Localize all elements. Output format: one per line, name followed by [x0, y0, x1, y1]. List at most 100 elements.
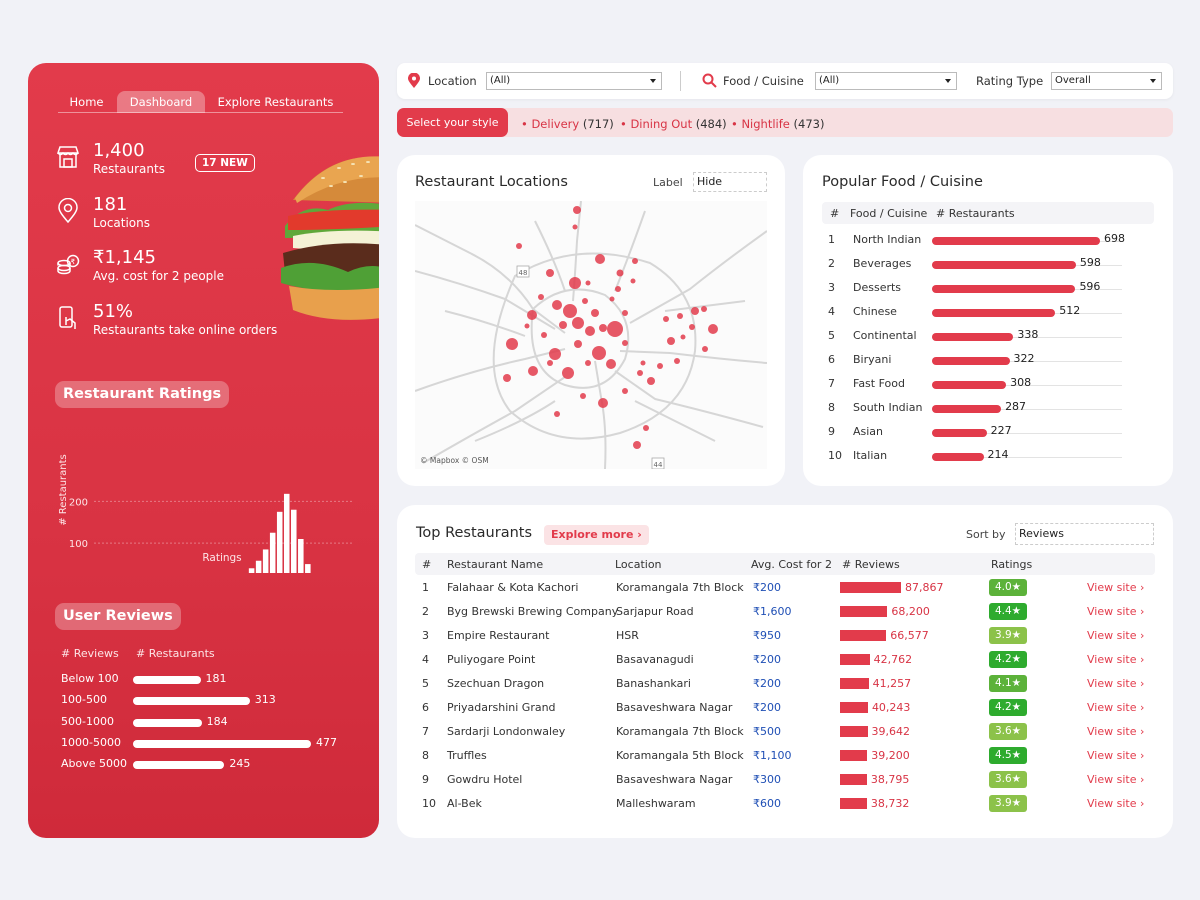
reviews-bar	[840, 750, 868, 761]
row-rank: 2	[422, 605, 429, 618]
restaurant-location: Basaveshwara Nagar	[616, 773, 733, 786]
view-site-label: View site	[1087, 653, 1137, 666]
table-row[interactable]: 2 Byg Brewski Brewing Company Sarjapur Roa…	[415, 600, 1155, 624]
road-marker-44: 44	[654, 461, 663, 469]
restaurant-name: Sardarji Londonwaley	[447, 725, 566, 738]
kpi-value: ₹1,145	[93, 247, 156, 268]
select-style-button[interactable]: Select your style	[397, 108, 508, 137]
rating-type-select[interactable]: Overall	[1051, 72, 1162, 90]
cuisine-name: Italian	[853, 449, 888, 462]
bucket-value: 245	[229, 757, 251, 771]
view-site-link[interactable]: View site ›	[1087, 701, 1144, 714]
cuisine-count: 214	[987, 448, 1009, 461]
table-row[interactable]: 4 Puliyogare Point Basavanagudi ₹200 42,762 4…	[415, 648, 1155, 672]
restaurant-name: Byg Brewski Brewing Company	[447, 605, 619, 618]
style-delivery[interactable]: • Delivery (717)	[521, 117, 614, 131]
restaurant-location: Koramangala 7th Block	[616, 581, 744, 594]
table-row[interactable]: 10 Al-Bek Malleshwaram ₹600 38,732 3.9★ View s…	[415, 792, 1155, 816]
view-site-link[interactable]: View site ›	[1087, 797, 1144, 810]
cuisine-select[interactable]: (All)	[815, 72, 957, 90]
row-rank: 5	[422, 677, 429, 690]
chevron-right-icon: ›	[1136, 773, 1145, 786]
col-restaurant-name: Restaurant Name	[447, 558, 544, 571]
restaurant-name: Priyadarshini Grand	[447, 701, 556, 714]
cuisine-name: Continental	[853, 329, 917, 342]
avg-cost: ₹600	[753, 797, 781, 810]
cuisine-bar	[932, 453, 984, 461]
restaurant-name: Al-Bek	[447, 797, 482, 810]
cuisine-count: 287	[1005, 400, 1027, 413]
cuisine-name: Biryani	[853, 353, 892, 366]
reviews-count: 66,577	[890, 629, 929, 642]
tab-dashboard[interactable]: Dashboard	[117, 91, 205, 113]
bucket-value: 477	[316, 735, 337, 749]
explore-more-label: Explore more	[551, 528, 634, 541]
style-dining-out[interactable]: • Dining Out (484)	[620, 117, 727, 131]
restaurant-markers	[503, 206, 718, 449]
sort-select[interactable]: Reviews	[1015, 523, 1154, 545]
location-select[interactable]: (All)	[486, 72, 662, 90]
table-row[interactable]: 7 Sardarji Londonwaley Koramangala 7th Blo…	[415, 720, 1155, 744]
col-rank: #	[422, 558, 432, 571]
cuisine-bar	[932, 261, 1076, 269]
view-site-label: View site	[1087, 797, 1137, 810]
kpi-label: Locations	[93, 216, 151, 230]
restaurants-col-header: # Restaurants	[136, 647, 215, 660]
cuisine-bar	[932, 309, 1056, 317]
style-name: Delivery	[531, 117, 580, 131]
kpi-value: 181	[93, 194, 128, 215]
cuisine-bar	[932, 333, 1014, 341]
view-site-link[interactable]: View site ›	[1087, 605, 1144, 618]
reviews-bar	[840, 774, 867, 785]
kpi-value: 1,400	[93, 140, 145, 161]
view-site-label: View site	[1087, 605, 1137, 618]
table-row[interactable]: 8 Truffles Koramangala 5th Block ₹1,100 39,2…	[415, 744, 1155, 768]
view-site-link[interactable]: View site ›	[1087, 629, 1144, 642]
tab-home[interactable]: Home	[69, 95, 104, 109]
chevron-down-icon	[1150, 79, 1156, 83]
table-row[interactable]: 9 Gowdru Hotel Basaveshwara Nagar ₹300 38,79…	[415, 768, 1155, 792]
reviews-bar	[840, 798, 867, 809]
rating-type-label: Rating Type	[976, 74, 1044, 88]
cuisine-count: 338	[1017, 328, 1039, 341]
reviews-count: 39,200	[871, 749, 910, 762]
tab-explore-restaurants[interactable]: Explore Restaurants	[217, 95, 334, 109]
new-badge: 17 NEW	[195, 154, 255, 172]
view-site-link[interactable]: View site ›	[1087, 653, 1144, 666]
view-site-link[interactable]: View site ›	[1087, 749, 1144, 762]
reviews-count: 38,795	[870, 773, 910, 786]
table-row[interactable]: 3 Empire Restaurant HSR ₹950 66,577 3.9★ View …	[415, 624, 1155, 648]
restaurant-location: Sarjapur Road	[616, 605, 694, 618]
view-site-link[interactable]: View site ›	[1087, 773, 1144, 786]
row-rank: 4	[422, 653, 429, 666]
label-select[interactable]: Hide	[693, 172, 767, 192]
rating-badge: 4.2★	[989, 651, 1027, 668]
histogram-bar	[262, 549, 269, 573]
explore-more-button[interactable]: Explore more ›	[544, 525, 649, 545]
cuisine-filter-label: Food / Cuisine	[723, 74, 804, 88]
view-site-link[interactable]: View site ›	[1087, 725, 1144, 738]
restaurant-location: Banashankari	[616, 677, 691, 690]
reviews-count: 38,732	[870, 797, 910, 810]
histogram-bar	[248, 568, 255, 573]
burger-image	[273, 148, 379, 328]
table-row[interactable]: 6 Priyadarshini Grand Basaveshwara Nagar ₹2…	[415, 696, 1155, 720]
style-nightlife[interactable]: • Nightlife (473)	[731, 117, 825, 131]
view-site-link[interactable]: View site ›	[1087, 677, 1144, 690]
restaurant-map[interactable]: 48 44 © Mapbox © OSM	[415, 201, 767, 469]
table-row[interactable]: 1 Falahaar & Kota Kachori Koramangala 7th …	[415, 576, 1155, 600]
coins-icon: ₹	[55, 251, 83, 279]
rating-badge: 3.6★	[989, 771, 1027, 788]
view-site-link[interactable]: View site ›	[1087, 581, 1144, 594]
cuisine-count: 596	[1079, 280, 1101, 293]
cuisine-count: 227	[990, 424, 1012, 437]
view-site-label: View site	[1087, 581, 1137, 594]
bucket-bar	[133, 718, 202, 727]
row-rank: 6	[422, 701, 429, 714]
bucket-label: 100-500	[61, 693, 107, 707]
table-row[interactable]: 5 Szechuan Dragon Banashankari ₹200 41,257 4.…	[415, 672, 1155, 696]
bucket-bar	[133, 676, 201, 684]
restaurant-name: Gowdru Hotel	[447, 773, 523, 786]
cuisine-count: 322	[1013, 352, 1035, 365]
cuisine-rank: 4	[828, 305, 835, 318]
